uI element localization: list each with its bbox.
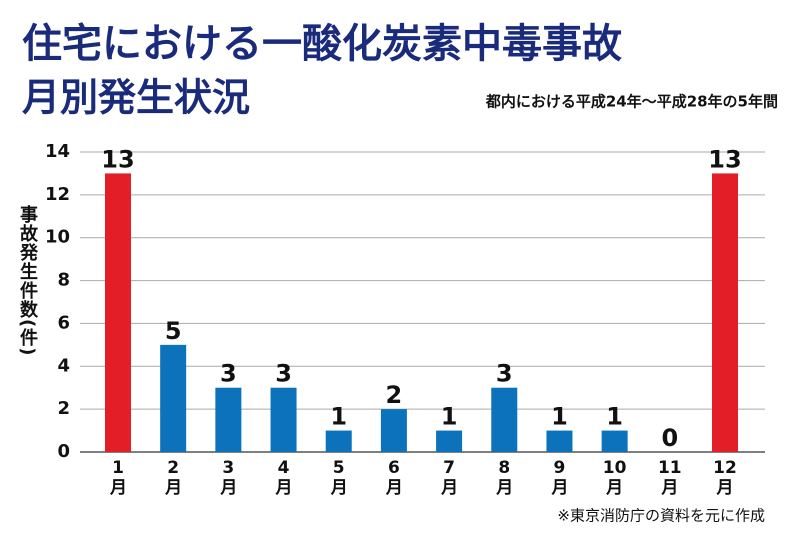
bar: [546, 430, 573, 452]
value-label: 5: [165, 317, 182, 345]
x-tick-label: 6月: [385, 458, 403, 498]
bar: [380, 409, 407, 452]
y-axis-label: 事故発生件数(件): [17, 205, 38, 357]
bar: [436, 430, 463, 452]
x-tick-label: 4月: [275, 458, 293, 498]
x-tick-label: 11月: [657, 458, 682, 498]
value-label: 3: [275, 360, 292, 388]
x-tick-label: 9月: [551, 458, 569, 498]
y-tick-label: 6: [57, 312, 70, 333]
y-tick-label: 2: [57, 398, 70, 419]
bar: [712, 173, 739, 452]
x-tick-label: 8月: [496, 458, 514, 498]
bar: [491, 387, 518, 452]
bar: [325, 430, 352, 452]
y-tick-label: 0: [57, 441, 70, 462]
value-label: 0: [661, 424, 678, 452]
y-tick-label: 14: [45, 141, 70, 162]
y-tick-label: 10: [45, 227, 70, 248]
bar: [215, 387, 242, 452]
value-label: 3: [220, 360, 237, 388]
x-tick-label: 2月: [165, 458, 183, 498]
x-tick-label: 1月: [109, 458, 127, 498]
bar: [270, 387, 297, 452]
value-label: 1: [606, 403, 623, 431]
value-label: 1: [441, 403, 458, 431]
subtitle: 都内における平成24年～平成28年の5年間: [485, 93, 778, 111]
chart-title-line2: 月別発生状況: [22, 76, 250, 120]
x-tick-label: 5月: [330, 458, 348, 498]
x-tick-label: 7月: [441, 458, 459, 498]
x-tick-label: 3月: [220, 458, 238, 498]
x-tick-label: 12月: [713, 458, 737, 498]
value-label: 3: [496, 360, 513, 388]
note: ※東京消防庁の資料を元に作成: [557, 507, 765, 525]
value-label: 1: [330, 403, 347, 431]
value-label: 1: [551, 403, 568, 431]
bar: [104, 173, 131, 452]
chart-title: 住宅における一酸化炭素中毒事故: [22, 21, 622, 67]
bar: [601, 430, 628, 452]
y-tick-label: 4: [57, 355, 70, 376]
value-label: 2: [386, 381, 403, 409]
y-tick-label: 12: [45, 184, 70, 205]
value-label: 13: [708, 145, 741, 173]
bar: [160, 344, 187, 452]
x-tick-label: 10月: [602, 458, 627, 498]
y-tick-label: 8: [57, 270, 70, 291]
value-label: 13: [101, 145, 134, 173]
